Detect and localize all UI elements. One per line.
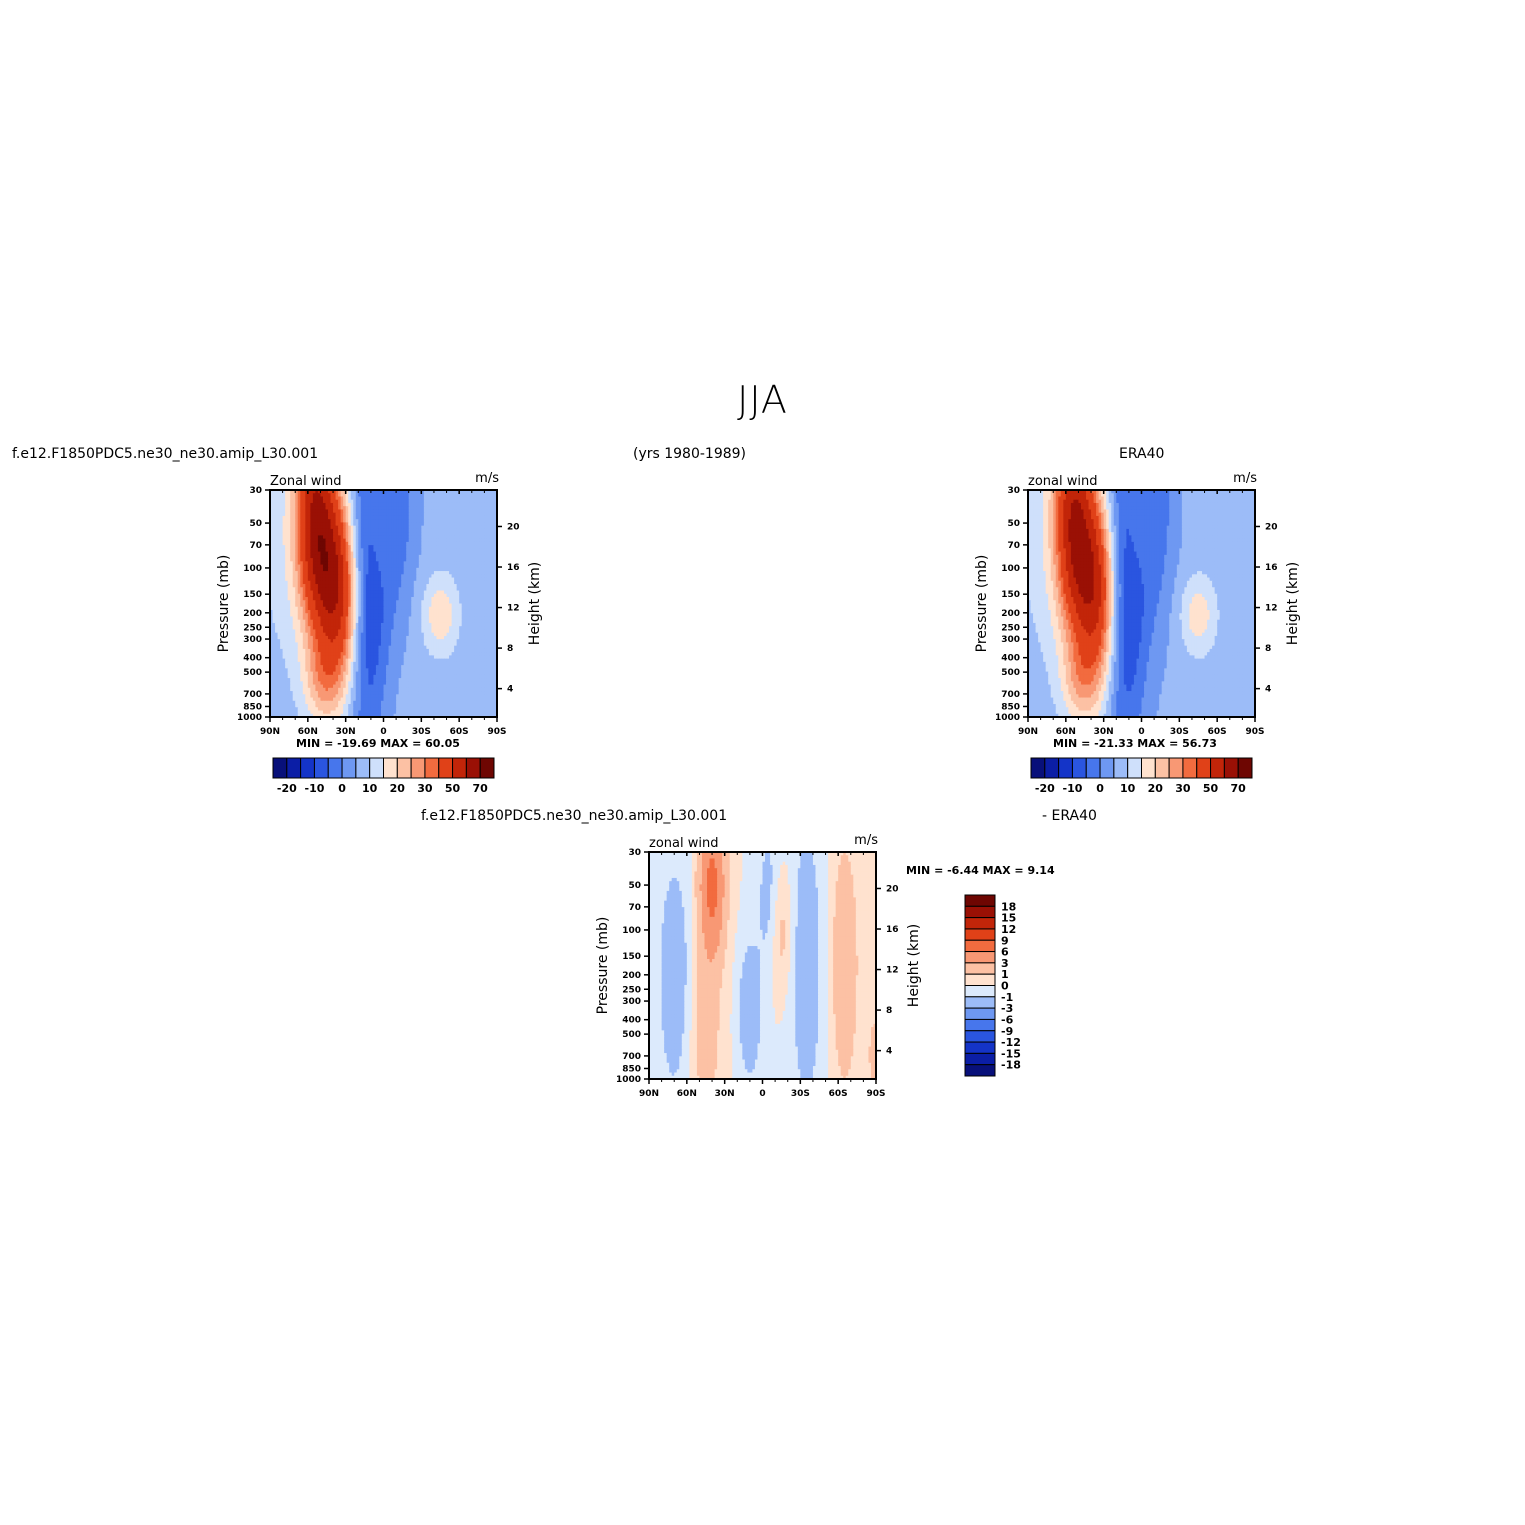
model-plot [270,490,498,718]
